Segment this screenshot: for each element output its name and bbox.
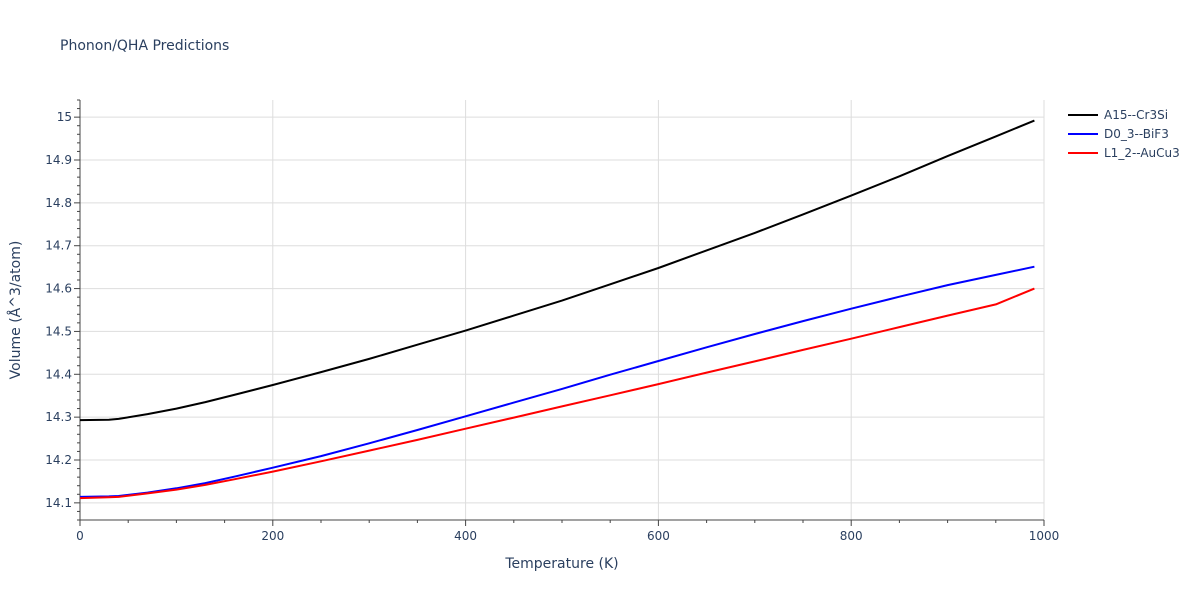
y-tick-label: 14.1 [45, 496, 72, 510]
x-tick-label: 400 [454, 529, 477, 543]
x-tick-label: 600 [647, 529, 670, 543]
series-line [79, 265, 1035, 498]
x-tick-label: 1000 [1029, 529, 1060, 543]
y-ticks: 14.1 14.2 14.3 14.4 14.5 14.6 14.7 14.8 14.9 15 [45, 99, 80, 521]
y-tick-label: 14.3 [45, 410, 72, 424]
legend-item[interactable]: L1_2--AuCu3 [1068, 146, 1180, 160]
y-tick-label: 14.7 [45, 239, 72, 253]
grid-lines [80, 100, 1045, 520]
x-tick-label: 800 [840, 529, 863, 543]
legend-label: D0_3--BiF3 [1104, 127, 1169, 141]
legend-item[interactable]: D0_3--BiF3 [1068, 127, 1169, 141]
y-tick-label: 14.5 [45, 324, 72, 338]
y-axis-label: Volume (Å^3/atom) [7, 241, 24, 380]
y-tick-label: 14.4 [45, 367, 72, 381]
y-tick-label: 14.9 [45, 153, 72, 167]
y-tick-label: 14.2 [45, 453, 72, 467]
x-axis-label: Temperature (K) [504, 556, 618, 572]
series-line [79, 287, 1035, 500]
y-tick-label: 14.6 [45, 282, 72, 296]
axes [79, 100, 1044, 521]
x-ticks: 0 200 400 600 800 1000 [76, 520, 1059, 543]
y-tick-label: 14.8 [45, 196, 72, 210]
x-tick-label: 0 [76, 529, 84, 543]
y-tick-label: 15 [57, 110, 72, 124]
x-tick-label: 200 [261, 529, 284, 543]
chart-title: Phonon/QHA Predictions [60, 38, 229, 54]
legend-item[interactable]: A15--Cr3Si [1068, 108, 1168, 122]
series-lines [79, 119, 1035, 500]
series-line [79, 119, 1035, 422]
legend-label: A15--Cr3Si [1104, 108, 1168, 122]
legend-label: L1_2--AuCu3 [1104, 146, 1180, 160]
legend[interactable]: A15--Cr3Si D0_3--BiF3 L1_2--AuCu3 [1068, 108, 1180, 160]
